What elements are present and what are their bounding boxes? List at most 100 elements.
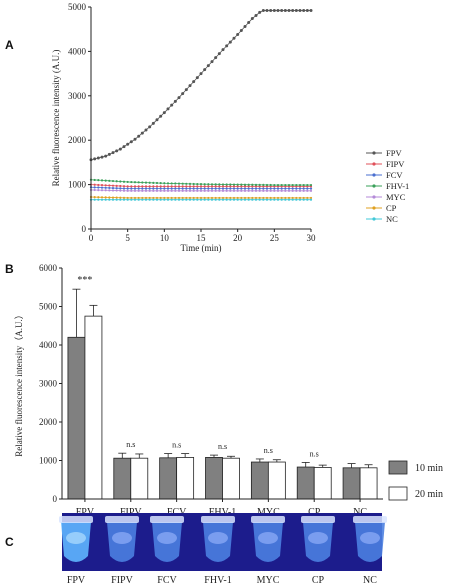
tube-highlight xyxy=(308,532,328,544)
data-point-a xyxy=(122,145,126,149)
data-point-a xyxy=(185,187,188,190)
data-point-a xyxy=(291,196,294,200)
data-point-a xyxy=(199,183,203,186)
data-point-a xyxy=(126,196,129,200)
legend-b: 10 min 20 min xyxy=(388,460,443,501)
data-point-a xyxy=(295,183,298,187)
data-point-a xyxy=(243,183,247,186)
data-point-a xyxy=(152,185,155,188)
data-point-a xyxy=(240,185,243,188)
data-point-a xyxy=(214,183,217,186)
data-point-a xyxy=(174,187,177,190)
y-tick-label-b: 3000 xyxy=(39,379,58,389)
data-point-a xyxy=(159,185,162,188)
data-point-a xyxy=(218,183,221,186)
data-point-a xyxy=(152,198,155,201)
line-chart-a: 0 1000 2000 3000 4000 5000 0 5 10 15 20 25 30 FPVFIP… xyxy=(51,2,409,253)
data-point-a xyxy=(236,183,239,186)
data-point-a xyxy=(298,189,302,192)
panel-label-a: A xyxy=(5,38,14,52)
data-point-a xyxy=(185,185,188,188)
data-point-a xyxy=(174,196,177,200)
data-point-a xyxy=(119,187,122,190)
data-point-a xyxy=(265,9,269,13)
data-point-a xyxy=(262,189,265,192)
data-point-a xyxy=(196,185,199,188)
data-point-a xyxy=(188,182,192,185)
data-point-a xyxy=(221,48,225,52)
data-point-a xyxy=(207,185,210,188)
data-point-a xyxy=(269,198,272,201)
data-point-a xyxy=(258,185,261,188)
data-point-a xyxy=(137,185,140,188)
data-point-a xyxy=(130,185,133,188)
data-point-a xyxy=(236,185,239,188)
data-point-a xyxy=(133,189,137,192)
tube-highlight xyxy=(112,532,132,544)
data-point-a xyxy=(210,198,214,201)
data-point-a xyxy=(232,183,236,186)
data-point-a xyxy=(265,187,269,190)
data-point-a xyxy=(247,189,250,192)
data-point-a xyxy=(100,198,104,201)
bar-fipv xyxy=(130,457,149,500)
data-point-a xyxy=(97,189,100,192)
data-point-a xyxy=(298,198,302,201)
data-point-a xyxy=(243,187,247,190)
data-point-a xyxy=(162,111,166,115)
data-point-a xyxy=(207,189,210,192)
x-tick-label-b: FHV-1 xyxy=(209,507,236,518)
data-point-a xyxy=(199,185,203,188)
data-point-a xyxy=(188,198,192,201)
tube-highlight xyxy=(258,532,278,544)
data-point-a xyxy=(291,183,294,187)
data-point-a xyxy=(137,196,140,200)
data-point-a xyxy=(119,189,122,192)
data-point-a xyxy=(163,187,166,190)
bar-fipv xyxy=(113,457,132,500)
significance-label: n.s xyxy=(172,441,181,450)
data-point-a xyxy=(210,185,214,188)
data-point-a xyxy=(258,196,261,200)
data-point-a xyxy=(104,184,107,187)
data-point-a xyxy=(177,96,181,100)
data-point-a xyxy=(210,196,214,200)
data-point-a xyxy=(170,103,174,107)
data-point-a xyxy=(159,182,162,185)
data-point-a xyxy=(97,179,100,182)
series-line-a xyxy=(90,10,311,161)
data-point-a xyxy=(229,187,232,190)
data-point-a xyxy=(115,149,119,153)
data-point-a xyxy=(118,147,122,151)
data-point-a xyxy=(284,183,287,187)
data-point-a xyxy=(203,189,206,192)
data-point-a xyxy=(251,187,254,190)
y-tick-label-b: 2000 xyxy=(39,417,58,427)
data-point-a xyxy=(174,198,177,201)
data-point-a xyxy=(97,186,100,189)
data-point-a xyxy=(203,68,207,72)
data-point-a xyxy=(177,182,181,185)
bar-cp xyxy=(296,466,315,500)
data-point-a xyxy=(214,56,218,60)
data-point-a xyxy=(291,198,294,201)
data-point-a xyxy=(130,180,133,184)
data-point-a xyxy=(166,189,170,192)
data-point-a xyxy=(247,198,250,201)
data-point-a xyxy=(276,187,280,190)
data-point-a xyxy=(100,189,104,192)
data-point-a xyxy=(188,189,192,192)
data-point-a xyxy=(111,151,115,155)
data-point-a xyxy=(232,187,236,190)
y-tick-label-a: 2000 xyxy=(68,135,87,145)
data-point-a xyxy=(115,198,118,201)
data-point-a xyxy=(184,88,188,92)
data-point-a xyxy=(254,183,258,186)
bar-cp xyxy=(313,467,332,500)
data-point-a xyxy=(166,107,170,111)
legend-swatch-b xyxy=(388,486,408,501)
data-point-a xyxy=(218,198,221,201)
tube-highlight xyxy=(157,532,177,544)
data-point-a xyxy=(247,185,250,188)
data-point-a xyxy=(302,189,305,192)
